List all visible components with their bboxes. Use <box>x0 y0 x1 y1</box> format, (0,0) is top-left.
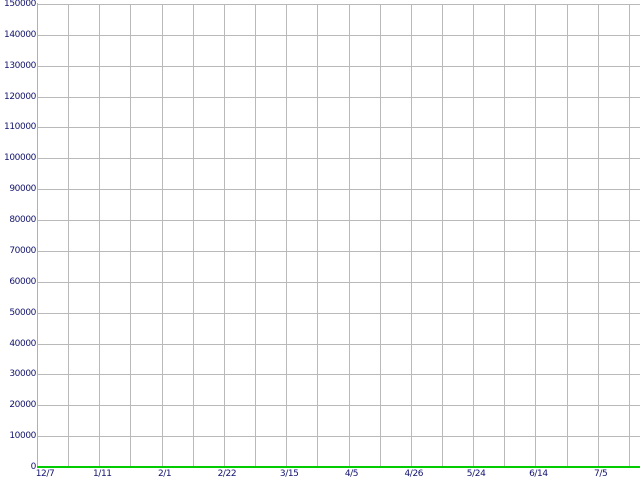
y-axis-tick-labels: 150000 140000 130000 120000 110000 100000 9000… <box>0 0 36 480</box>
gridline-vertical <box>317 4 319 467</box>
gridline-horizontal <box>37 65 640 67</box>
gridline-vertical <box>68 4 70 467</box>
gridline-horizontal <box>37 189 640 191</box>
y-axis-tick-label: 40000 <box>9 338 36 349</box>
x-axis-tick-label: 7/5 <box>594 469 608 479</box>
y-axis-tick-label: 50000 <box>9 307 36 318</box>
gridline-vertical <box>99 4 101 467</box>
x-axis-tick-label: 2/1 <box>157 469 172 479</box>
gridline-horizontal <box>37 96 640 98</box>
gridline-vertical <box>410 4 412 467</box>
gridline-horizontal <box>37 436 640 438</box>
gridline-horizontal <box>37 405 640 407</box>
gridline-vertical <box>161 4 163 467</box>
y-axis-tick-label: 110000 <box>4 122 36 133</box>
y-axis-tick-label: 90000 <box>9 184 36 195</box>
gridline-horizontal <box>37 127 640 129</box>
gridline-vertical <box>535 4 537 467</box>
y-axis-line <box>37 3 38 468</box>
gridline-vertical <box>192 4 194 467</box>
y-axis-tick-label: 30000 <box>9 369 36 380</box>
y-axis-tick-label: 120000 <box>4 91 36 102</box>
x-axis-tick-label: 6/14 <box>529 469 548 479</box>
gridline-vertical <box>628 4 630 467</box>
x-axis-tick-label: 2/22 <box>217 469 237 479</box>
gridline-vertical <box>566 4 568 467</box>
x-axis-tick-label: 4/26 <box>404 469 424 479</box>
x-axis-tick-label: 12/7 <box>35 469 55 479</box>
y-axis-tick-label: 80000 <box>9 215 36 226</box>
gridline-vertical <box>379 4 381 467</box>
gridline-vertical <box>504 4 506 467</box>
y-axis-tick-label: 20000 <box>9 400 36 411</box>
y-axis-tick-label: 100000 <box>4 153 36 164</box>
gridline-horizontal <box>37 220 640 222</box>
gridline-horizontal <box>37 250 640 252</box>
x-axis-tick-label: 4/5 <box>344 469 359 479</box>
x-axis-tick-label: 3/15 <box>279 469 299 479</box>
gridline-horizontal <box>37 374 640 376</box>
plot-area <box>37 4 640 468</box>
gridline-horizontal <box>37 281 640 283</box>
gridline-horizontal <box>37 34 640 36</box>
gridline-vertical <box>348 4 350 467</box>
y-axis-tick-label: 0 <box>30 462 37 472</box>
y-axis-tick-label: 140000 <box>4 29 36 40</box>
x-axis-tick-label: 1/11 <box>92 469 112 479</box>
gridline-vertical <box>223 4 225 467</box>
y-axis-tick-label: 150000 <box>4 0 36 9</box>
gridline-horizontal <box>37 4 640 5</box>
gridline-horizontal <box>37 312 640 314</box>
gridline-vertical <box>441 4 443 467</box>
gridline-vertical <box>473 4 475 467</box>
y-axis-tick-label: 70000 <box>9 245 36 256</box>
gridline-vertical <box>255 4 257 467</box>
y-axis-tick-label: 60000 <box>9 276 36 287</box>
y-axis-tick-label: 130000 <box>4 60 36 71</box>
gridline-vertical <box>130 4 132 467</box>
x-axis-line <box>37 467 640 468</box>
gridline-horizontal <box>37 343 640 345</box>
y-axis-tick-label: 10000 <box>9 431 36 442</box>
x-axis-tick-label: 5/24 <box>466 469 486 479</box>
gridline-vertical <box>597 4 599 467</box>
gridline-vertical <box>286 4 288 467</box>
gridline-horizontal <box>37 158 640 160</box>
